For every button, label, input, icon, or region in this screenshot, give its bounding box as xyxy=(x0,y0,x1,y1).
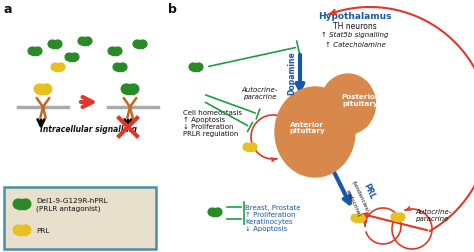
Circle shape xyxy=(21,199,31,209)
Text: Cell homeostasis
↑ Apoptosis
↓ Proliferation
PRLR regulation: Cell homeostasis ↑ Apoptosis ↓ Prolifera… xyxy=(183,110,242,137)
Text: Intracellular signalling: Intracellular signalling xyxy=(39,124,137,134)
Bar xyxy=(18,226,26,235)
Circle shape xyxy=(121,85,131,94)
Text: Del1-9-G129R-hPRL
(PRLR antagonist): Del1-9-G129R-hPRL (PRLR antagonist) xyxy=(36,198,108,211)
Text: PRL: PRL xyxy=(361,181,376,200)
Bar xyxy=(112,48,118,55)
Text: ↑ Catecholamine: ↑ Catecholamine xyxy=(325,42,385,48)
Text: (tendencies/: (tendencies/ xyxy=(351,179,370,212)
Circle shape xyxy=(114,48,122,56)
Circle shape xyxy=(397,213,405,221)
Circle shape xyxy=(13,225,23,235)
Bar xyxy=(212,209,218,216)
Bar xyxy=(247,144,253,151)
Circle shape xyxy=(119,64,127,72)
Bar xyxy=(69,54,75,61)
Circle shape xyxy=(129,85,139,94)
Bar xyxy=(126,85,134,94)
Circle shape xyxy=(42,85,52,94)
Bar xyxy=(18,200,26,209)
Text: endocrine): endocrine) xyxy=(345,188,362,216)
Bar xyxy=(117,64,123,71)
Circle shape xyxy=(357,214,365,222)
Circle shape xyxy=(113,64,121,72)
Circle shape xyxy=(13,199,23,209)
Circle shape xyxy=(28,48,36,56)
Circle shape xyxy=(34,85,44,94)
Text: Autocrine-
paracrine: Autocrine- paracrine xyxy=(415,208,451,220)
FancyBboxPatch shape xyxy=(4,187,156,249)
Bar xyxy=(52,41,58,48)
Circle shape xyxy=(133,41,141,49)
Text: Posterior
pituitary: Posterior pituitary xyxy=(341,93,379,106)
Circle shape xyxy=(48,41,56,49)
Text: TH neurons: TH neurons xyxy=(333,22,377,31)
Circle shape xyxy=(139,41,147,49)
Text: Autocrine-
paracrine: Autocrine- paracrine xyxy=(242,86,278,99)
Text: ↑ Stat5b signalling: ↑ Stat5b signalling xyxy=(321,32,389,38)
Circle shape xyxy=(351,214,359,222)
Circle shape xyxy=(54,41,62,49)
Bar xyxy=(39,85,47,94)
Bar xyxy=(193,64,199,71)
Bar xyxy=(137,41,143,48)
Circle shape xyxy=(21,225,31,235)
Bar xyxy=(395,214,401,221)
Circle shape xyxy=(51,64,59,72)
Bar xyxy=(32,48,38,55)
Text: PRL: PRL xyxy=(36,227,49,233)
Text: Dopamine: Dopamine xyxy=(288,51,297,94)
Circle shape xyxy=(243,144,251,151)
Ellipse shape xyxy=(320,75,375,135)
Circle shape xyxy=(34,48,42,56)
Circle shape xyxy=(391,213,399,221)
Circle shape xyxy=(78,38,86,46)
Text: b: b xyxy=(168,3,177,16)
Bar xyxy=(55,64,61,71)
Circle shape xyxy=(214,208,222,216)
Circle shape xyxy=(71,54,79,61)
Circle shape xyxy=(189,64,197,72)
Ellipse shape xyxy=(275,88,355,177)
Circle shape xyxy=(208,208,216,216)
Circle shape xyxy=(84,38,92,46)
Circle shape xyxy=(195,64,203,72)
Text: Hypothalamus: Hypothalamus xyxy=(318,12,392,21)
Text: a: a xyxy=(3,3,11,16)
Bar xyxy=(82,38,88,45)
Circle shape xyxy=(65,54,73,61)
Bar xyxy=(355,214,361,222)
Circle shape xyxy=(57,64,65,72)
Circle shape xyxy=(249,144,257,151)
Text: Breast, Prostate
↑ Proliferation
Keratinocytes
↓ Apoptosis: Breast, Prostate ↑ Proliferation Keratin… xyxy=(245,204,301,231)
Circle shape xyxy=(108,48,116,56)
Text: Anterior
pituitary: Anterior pituitary xyxy=(289,121,325,134)
